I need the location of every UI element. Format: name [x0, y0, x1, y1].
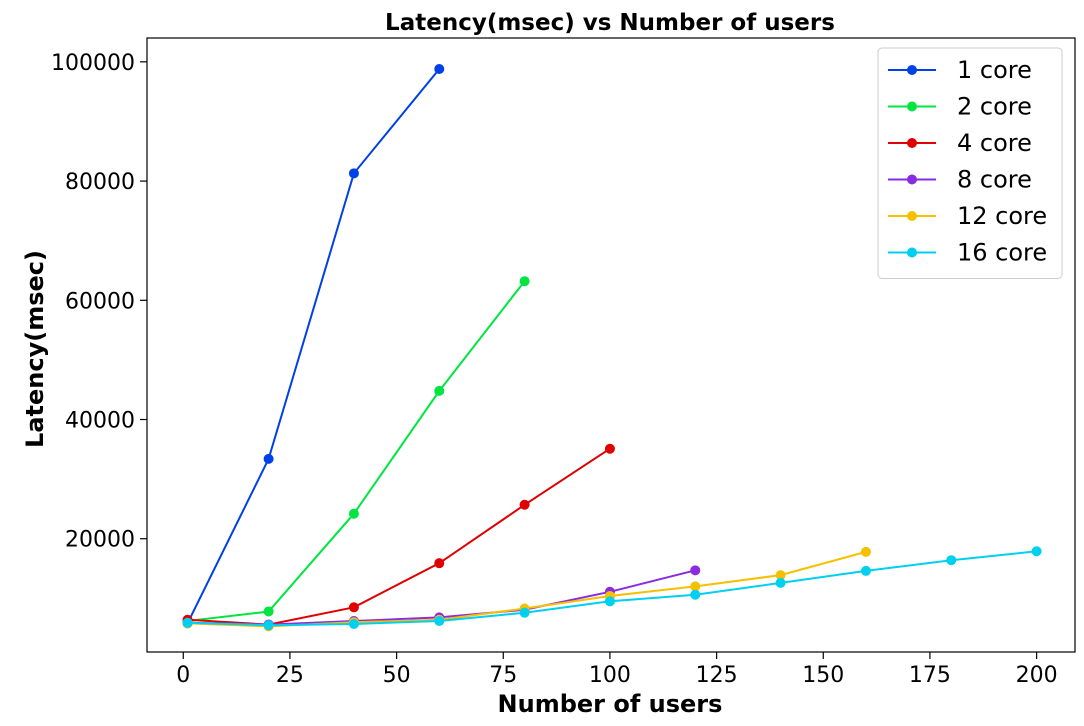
- legend-marker: [907, 65, 917, 75]
- plot-area: 0 25 50 75 100 125 150 175 200 20000 40000 60000 800…: [51, 37, 1076, 688]
- data-point: [434, 63, 445, 74]
- data-point: [348, 168, 359, 179]
- data-point: [604, 443, 615, 454]
- legend-label: 12 core: [957, 202, 1047, 230]
- series-line: [186, 68, 441, 624]
- x-tick-label: 25: [276, 663, 304, 688]
- legend-item: 8 core: [888, 166, 1032, 194]
- x-tick-label: 175: [909, 663, 951, 688]
- data-point: [946, 555, 957, 566]
- legend-marker: [907, 247, 917, 258]
- x-tick-label: 75: [489, 663, 517, 688]
- series-16-core: [182, 546, 1042, 631]
- data-point: [775, 577, 786, 588]
- legend-marker: [907, 174, 917, 185]
- y-tick-label: 100000: [51, 51, 135, 76]
- series-12-core: [182, 546, 871, 632]
- data-point: [860, 546, 871, 557]
- y-tick-label: 20000: [65, 528, 135, 553]
- data-point: [1031, 546, 1042, 557]
- legend-item: 2 core: [888, 93, 1032, 121]
- data-point: [690, 589, 701, 600]
- data-point: [434, 616, 445, 627]
- data-point: [182, 617, 193, 628]
- legend-item: 1 core: [888, 56, 1032, 84]
- data-point: [263, 620, 274, 631]
- legend-marker: [907, 101, 917, 112]
- x-tick-label: 200: [1016, 663, 1058, 688]
- x-axis-label: Number of users: [498, 690, 723, 718]
- series-line: [187, 447, 611, 626]
- plot-frame: [146, 37, 1076, 653]
- legend-label: 4 core: [957, 129, 1032, 157]
- data-point: [690, 581, 701, 592]
- data-point: [604, 596, 615, 607]
- legend-item: 12 core: [888, 202, 1047, 230]
- data-point: [519, 499, 530, 510]
- x-tick-label: 150: [802, 663, 844, 688]
- data-point: [519, 276, 530, 287]
- x-tick-label: 0: [176, 663, 190, 688]
- legend-label: 2 core: [957, 93, 1032, 121]
- legend-marker: [907, 211, 917, 221]
- series-line: [187, 280, 526, 622]
- data-point: [348, 602, 359, 613]
- y-tick-label: 60000: [65, 289, 135, 314]
- legend-marker: [907, 138, 917, 148]
- chart-title: Latency(msec) vs Number of users: [385, 10, 835, 36]
- y-tick-label: 80000: [65, 170, 135, 195]
- legend-label: 1 core: [957, 56, 1032, 84]
- y-tick-label: 40000: [65, 409, 135, 434]
- legend-label: 8 core: [957, 166, 1032, 194]
- series-1-core: [182, 63, 445, 629]
- data-point: [348, 618, 359, 629]
- x-tick-label: 100: [589, 663, 631, 688]
- data-point: [690, 565, 701, 576]
- data-point: [860, 565, 871, 576]
- data-point: [434, 558, 445, 569]
- legend: 1 core 2 core 4 core 8 core 12 core 16 core: [877, 47, 1063, 279]
- data-point: [434, 385, 445, 396]
- data-point: [775, 570, 786, 581]
- data-point: [348, 508, 359, 519]
- legend-label: 16 core: [957, 239, 1047, 267]
- legend-item: 16 core: [888, 239, 1047, 267]
- legend-item: 4 core: [888, 129, 1032, 157]
- data-point: [519, 607, 530, 618]
- x-tick-label: 50: [383, 663, 411, 688]
- x-tick-label: 125: [696, 663, 738, 688]
- series-2-core: [182, 276, 530, 627]
- data-point: [263, 453, 274, 464]
- y-axis-label: Latency(msec): [21, 250, 49, 448]
- series-4-core: [182, 443, 615, 630]
- data-point: [263, 606, 274, 617]
